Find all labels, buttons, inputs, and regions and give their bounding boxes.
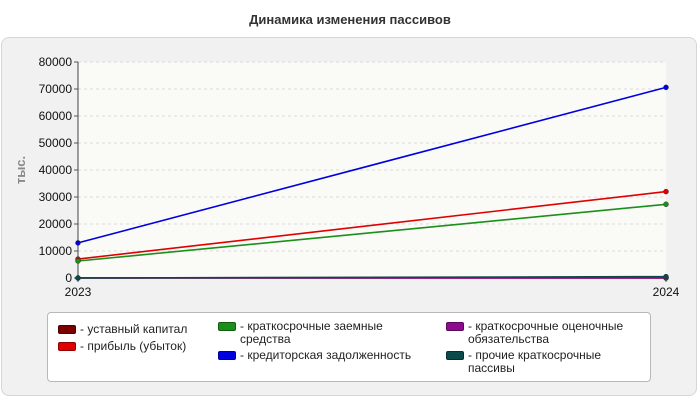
legend-item-4: - краткосрочные оценочные обязательства <box>446 320 646 346</box>
series-5-point-0 <box>75 275 81 281</box>
y-tick-label-4: 40000 <box>39 163 73 177</box>
legend-item-5: - прочие краткосрочные пассивы <box>446 349 646 375</box>
y-tick-label-7: 70000 <box>39 82 73 96</box>
legend-label-1: - прибыль (убыток) <box>80 339 187 353</box>
chart-title: Динамика изменения пассивов <box>249 12 451 27</box>
legend-label-5: - прочие краткосрочные пассивы <box>468 348 602 375</box>
legend-label-3: - кредиторская задолженность <box>240 348 412 362</box>
legend-swatch-1 <box>58 342 76 351</box>
legend-label-4: - краткосрочные оценочные обязательства <box>468 319 624 346</box>
legend: - уставный капитал - прибыль (убыток) - … <box>47 312 651 382</box>
series-2-point-0 <box>75 258 81 264</box>
legend-item-3: - кредиторская задолженность <box>218 349 438 362</box>
y-tick-label-0: 0 <box>65 271 72 285</box>
legend-item-0: - уставный капитал <box>58 323 208 336</box>
legend-item-2: - краткосрочные заемные средства <box>218 320 433 346</box>
series-lines <box>75 84 669 281</box>
legend-label-2: - краткосрочные заемные средства <box>240 319 383 346</box>
legend-swatch-3 <box>218 351 236 360</box>
legend-swatch-0 <box>58 325 76 334</box>
y-tick-label-5: 50000 <box>39 136 73 150</box>
legend-item-1: - прибыль (убыток) <box>58 340 208 353</box>
x-tick-labels: 2023 2024 <box>65 285 680 299</box>
series-line-1 <box>77 190 667 260</box>
x-tick-label-0: 2023 <box>65 285 92 299</box>
y-tick-labels: 0 10000 20000 30000 40000 50000 60000 70000 8000… <box>39 55 73 285</box>
legend-swatch-4 <box>446 322 464 331</box>
series-1-point-1 <box>663 188 669 195</box>
series-line-5 <box>77 275 667 279</box>
series-2-point-1 <box>663 201 669 208</box>
series-line-3 <box>77 86 667 244</box>
legend-swatch-2 <box>218 322 236 331</box>
series-line-2 <box>77 203 667 262</box>
y-axis-title: тыс. <box>13 156 28 184</box>
legend-label-0: - уставный капитал <box>80 322 188 336</box>
y-tick-label-3: 30000 <box>39 190 73 204</box>
y-tick-label-1: 10000 <box>39 244 73 258</box>
series-3-point-1 <box>663 84 669 91</box>
series-3-point-0 <box>75 240 81 246</box>
y-tick-label-2: 20000 <box>39 217 73 231</box>
legend-swatch-5 <box>446 351 464 360</box>
series-5-point-1 <box>663 273 669 280</box>
gridlines <box>78 61 666 252</box>
y-tick-label-6: 60000 <box>39 109 73 123</box>
y-tick-label-8: 80000 <box>39 55 73 69</box>
x-tick-label-1: 2024 <box>653 285 680 299</box>
